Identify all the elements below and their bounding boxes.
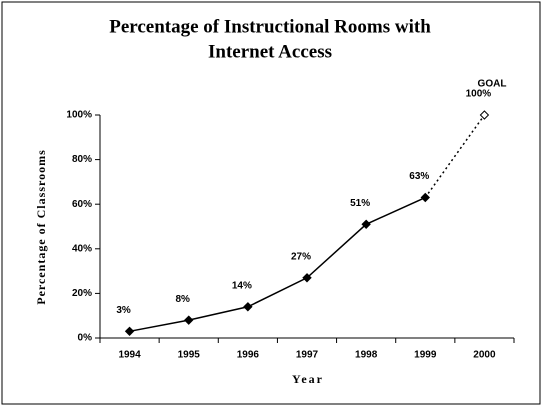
x-tick-label: 1997	[296, 350, 319, 361]
x-tick-label: 1999	[414, 350, 437, 361]
data-label: 27%	[291, 251, 311, 262]
marker	[361, 219, 371, 229]
data-label: 8%	[175, 294, 190, 305]
x-tick-label: 1998	[355, 350, 378, 361]
x-tick-label: 2000	[473, 350, 496, 361]
x-tick-label: 1995	[178, 350, 201, 361]
x-tick-label: 1996	[237, 350, 260, 361]
data-label: 3%	[116, 305, 131, 316]
y-tick-label: 0%	[78, 333, 93, 344]
data-label: 14%	[232, 280, 252, 291]
marker	[479, 110, 490, 120]
y-axis-label: Percentage of Classrooms	[34, 149, 48, 305]
chart-title: Percentage of Instructional Rooms with	[109, 16, 431, 37]
x-axis-label: Year	[292, 372, 324, 386]
x-tick-label: 1994	[118, 350, 141, 361]
y-tick-label: 40%	[72, 243, 92, 254]
data-label: 51%	[350, 198, 370, 209]
marker	[420, 192, 430, 203]
y-tick-label: 100%	[66, 110, 92, 121]
projection-line	[424, 114, 486, 198]
annotation: GOAL	[478, 79, 507, 90]
marker	[302, 273, 312, 283]
y-tick-label: 60%	[72, 199, 92, 210]
data-label: 100%	[466, 89, 492, 100]
y-tick-label: 20%	[72, 288, 92, 299]
marker	[124, 326, 135, 337]
data-label: 63%	[409, 171, 429, 182]
marker	[184, 315, 194, 325]
marker	[243, 302, 253, 312]
line	[129, 196, 426, 333]
y-tick-label: 80%	[72, 154, 92, 165]
chart-title: Internet Access	[208, 41, 332, 62]
